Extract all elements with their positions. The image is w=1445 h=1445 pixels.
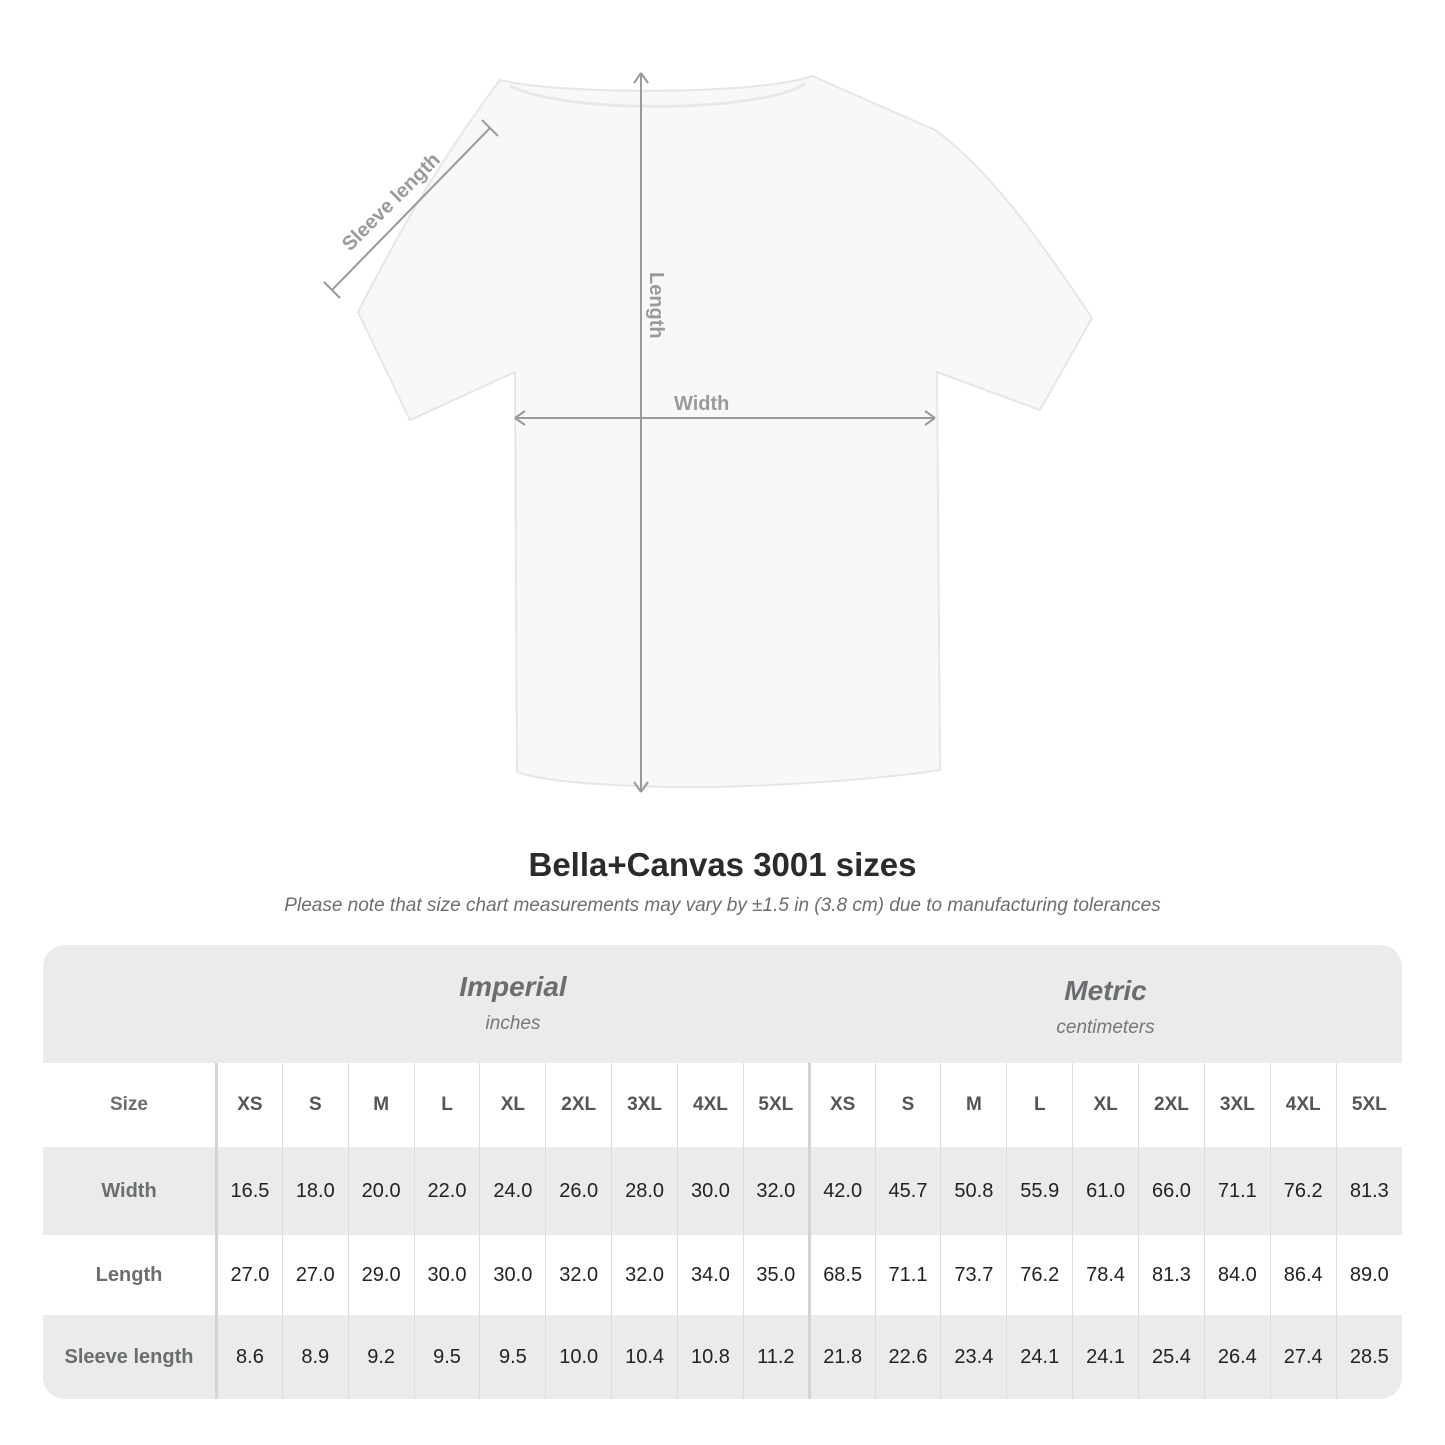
imperial-value-cell: 8.6 <box>216 1315 283 1399</box>
metric-value-cell: 68.5 <box>807 1235 876 1315</box>
metric-value-cell: 28.5 <box>1335 1315 1402 1399</box>
metric-value-cell: 45.7 <box>874 1147 941 1235</box>
imperial-value-cell: 32.0 <box>742 1147 810 1235</box>
metric-value-cell: 42.0 <box>807 1147 876 1235</box>
imperial-value-cell: 8.9 <box>281 1315 349 1399</box>
metric-value-cell: 26.4 <box>1203 1315 1271 1399</box>
imperial-size-L: L <box>413 1063 480 1147</box>
row-label: Width <box>43 1147 218 1235</box>
imperial-value-cell: 27.0 <box>216 1235 283 1315</box>
imperial-value-cell: 35.0 <box>742 1235 810 1315</box>
size-label: Size <box>43 1063 218 1147</box>
imperial-size-XS: XS <box>216 1063 283 1147</box>
size-table-card: Imperial inches Metric centimeters Size X… <box>43 945 1402 1399</box>
metric-value-cell: 66.0 <box>1138 1147 1205 1235</box>
metric-value-cell: 24.1 <box>1006 1315 1073 1399</box>
metric-size-L: L <box>1006 1063 1073 1147</box>
metric-value-cell: 27.4 <box>1269 1315 1337 1399</box>
metric-size-4XL: 4XL <box>1269 1063 1337 1147</box>
imperial-value-cell: 22.0 <box>413 1147 480 1235</box>
length-label: Length <box>645 272 667 339</box>
metric-value-cell: 89.0 <box>1335 1235 1402 1315</box>
imperial-value-cell: 32.0 <box>611 1235 678 1315</box>
metric-value-cell: 71.1 <box>1203 1147 1271 1235</box>
imperial-value-cell: 18.0 <box>281 1147 349 1235</box>
imperial-value-cell: 30.0 <box>677 1147 744 1235</box>
table-row-sleeve-length: Sleeve length 8.6 8.9 9.2 9.5 9.5 10.0 10.4 10.8… <box>43 1315 1402 1399</box>
imperial-header: Imperial inches <box>217 971 809 1035</box>
metric-value-cell: 78.4 <box>1072 1235 1139 1315</box>
metric-value-cell: 50.8 <box>940 1147 1007 1235</box>
imperial-value-cell: 30.0 <box>479 1235 546 1315</box>
imperial-value-cell: 28.0 <box>611 1147 678 1235</box>
imperial-value-cell: 32.0 <box>545 1235 612 1315</box>
size-table: Size XS S M L XL 2XL 3XL 4XL 5XL XS S M L XL 2XL 3XL 4XL 5… <box>43 1063 1402 1399</box>
metric-value-cell: 25.4 <box>1138 1315 1205 1399</box>
metric-value-cell: 73.7 <box>940 1235 1007 1315</box>
imperial-value-cell: 10.0 <box>545 1315 612 1399</box>
row-label: Sleeve length <box>43 1315 218 1399</box>
metric-value-cell: 23.4 <box>940 1315 1007 1399</box>
metric-value-cell: 84.0 <box>1203 1235 1271 1315</box>
table-row-length: Length 27.0 27.0 29.0 30.0 30.0 32.0 32.0 34.0 35… <box>43 1235 1402 1315</box>
imperial-value-cell: 16.5 <box>216 1147 283 1235</box>
imperial-value-cell: 10.4 <box>611 1315 678 1399</box>
imperial-value-cell: 10.8 <box>677 1315 744 1399</box>
metric-size-5XL: 5XL <box>1335 1063 1402 1147</box>
imperial-size-S: S <box>281 1063 349 1147</box>
imperial-value-cell: 26.0 <box>545 1147 612 1235</box>
metric-value-cell: 76.2 <box>1006 1235 1073 1315</box>
imperial-size-2XL: 2XL <box>545 1063 612 1147</box>
sleeve-measure-line <box>331 127 491 291</box>
imperial-title: Imperial <box>459 971 567 1002</box>
imperial-value-cell: 30.0 <box>413 1235 480 1315</box>
metric-value-cell: 71.1 <box>874 1235 941 1315</box>
metric-value-cell: 55.9 <box>1006 1147 1073 1235</box>
imperial-size-4XL: 4XL <box>677 1063 744 1147</box>
imperial-value-cell: 9.5 <box>479 1315 546 1399</box>
metric-title: Metric <box>1064 975 1147 1006</box>
tolerance-note: Please note that size chart measurements… <box>284 895 1161 916</box>
metric-value-cell: 81.3 <box>1138 1235 1205 1315</box>
metric-value-cell: 86.4 <box>1269 1235 1337 1315</box>
metric-size-2XL: 2XL <box>1138 1063 1205 1147</box>
imperial-value-cell: 11.2 <box>742 1315 810 1399</box>
imperial-value-cell: 27.0 <box>281 1235 349 1315</box>
imperial-size-3XL: 3XL <box>611 1063 678 1147</box>
metric-value-cell: 76.2 <box>1269 1147 1337 1235</box>
imperial-size-XL: XL <box>479 1063 546 1147</box>
size-row: Size XS S M L XL 2XL 3XL 4XL 5XL XS S M L XL 2XL 3XL 4XL 5… <box>43 1063 1402 1147</box>
imperial-size-M: M <box>347 1063 415 1147</box>
table-row-width: Width 16.5 18.0 20.0 22.0 24.0 26.0 28.0 30.0 32.… <box>43 1147 1402 1235</box>
imperial-size-5XL: 5XL <box>742 1063 810 1147</box>
tshirt-shape <box>356 74 1094 789</box>
metric-size-S: S <box>874 1063 941 1147</box>
imperial-value-cell: 9.5 <box>413 1315 480 1399</box>
metric-value-cell: 22.6 <box>874 1315 941 1399</box>
tshirt-diagram: Sleeve length Length Width <box>323 72 1094 793</box>
metric-value-cell: 24.1 <box>1072 1315 1139 1399</box>
metric-size-XL: XL <box>1072 1063 1139 1147</box>
metric-size-3XL: 3XL <box>1203 1063 1271 1147</box>
chart-title: Bella+Canvas 3001 sizes <box>528 846 917 883</box>
metric-header: Metric centimeters <box>809 975 1402 1039</box>
imperial-value-cell: 34.0 <box>677 1235 744 1315</box>
metric-unit: centimeters <box>1056 1017 1155 1038</box>
row-label: Length <box>43 1235 218 1315</box>
imperial-unit: inches <box>485 1013 541 1034</box>
metric-value-cell: 81.3 <box>1335 1147 1402 1235</box>
metric-value-cell: 21.8 <box>807 1315 876 1399</box>
metric-size-XS: XS <box>807 1063 876 1147</box>
metric-size-M: M <box>940 1063 1007 1147</box>
imperial-value-cell: 9.2 <box>347 1315 415 1399</box>
width-label: Width <box>674 393 729 415</box>
imperial-value-cell: 29.0 <box>347 1235 415 1315</box>
metric-value-cell: 61.0 <box>1072 1147 1139 1235</box>
imperial-value-cell: 24.0 <box>479 1147 546 1235</box>
imperial-value-cell: 20.0 <box>347 1147 415 1235</box>
